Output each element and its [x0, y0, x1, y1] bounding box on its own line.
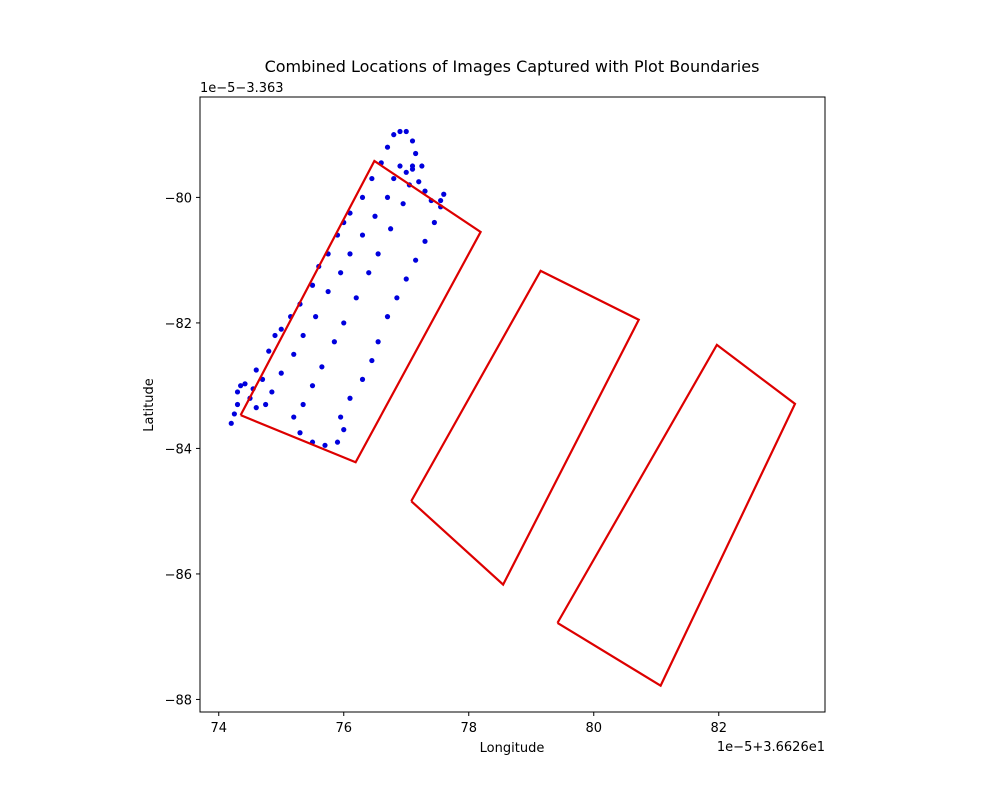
image-location-point	[234, 401, 241, 408]
image-location-point	[384, 194, 391, 201]
plot-boundary-2	[410, 269, 641, 587]
image-location-point	[297, 430, 303, 436]
image-location-point	[397, 128, 403, 135]
image-location-point	[300, 332, 306, 339]
image-location-point	[347, 251, 353, 257]
image-location-point	[253, 405, 259, 411]
image-location-point	[238, 383, 244, 389]
image-location-point	[331, 339, 337, 345]
image-location-point	[366, 270, 372, 276]
image-location-point	[419, 163, 425, 169]
image-location-point	[413, 257, 419, 263]
image-location-point	[313, 314, 319, 320]
image-location-point	[438, 197, 444, 204]
image-location-point	[338, 414, 344, 420]
y-tick-label: −82	[165, 317, 192, 332]
image-location-point	[347, 395, 353, 401]
image-location-point	[231, 411, 237, 417]
image-location-point	[369, 357, 375, 364]
image-location-point	[384, 144, 391, 150]
image-location-point	[291, 351, 297, 357]
image-location-point	[372, 213, 378, 219]
image-location-point	[403, 128, 409, 135]
image-location-point	[341, 427, 347, 433]
image-location-point	[359, 194, 366, 201]
x-tick-label: 76	[335, 721, 352, 736]
image-location-point	[266, 348, 272, 354]
image-location-point	[431, 219, 437, 226]
image-location-point	[391, 175, 397, 182]
x-tick-label: 74	[210, 721, 227, 736]
y-tick-label: −88	[165, 693, 192, 708]
image-location-point	[375, 251, 381, 257]
image-location-point	[369, 175, 375, 182]
image-location-point	[353, 295, 359, 301]
y-axis-label: Latitude	[142, 378, 157, 432]
y-tick-label: −80	[165, 191, 192, 206]
image-location-point	[403, 169, 409, 175]
image-location-point	[441, 191, 447, 197]
image-location-point	[278, 370, 284, 376]
chart-title: Combined Locations of Images Captured wi…	[265, 57, 760, 76]
image-location-point	[269, 389, 275, 395]
image-location-point	[422, 188, 428, 194]
image-location-point	[413, 150, 419, 157]
image-location-point	[325, 288, 331, 295]
image-location-point	[359, 232, 366, 238]
y-tick-label: −84	[165, 442, 192, 457]
image-location-point	[242, 381, 248, 387]
image-location-point	[397, 163, 403, 169]
image-location-point	[228, 420, 234, 426]
image-location-point	[253, 367, 259, 373]
image-location-point	[322, 442, 328, 448]
image-location-point	[388, 226, 394, 232]
image-location-point	[338, 270, 344, 276]
image-location-point	[409, 138, 416, 144]
plot-boundary-3	[556, 343, 797, 688]
image-location-point	[384, 314, 391, 320]
x-tick-label: 78	[460, 721, 477, 736]
image-location-point	[278, 326, 284, 332]
x-offset-label: 1e−5+3.6626e1	[717, 740, 825, 755]
axis-ticks: 74 76 78 80 82 −80 −82 −84 −86 −88	[165, 191, 727, 736]
image-location-point	[334, 439, 341, 445]
image-location-point	[300, 401, 306, 408]
plot-frame	[199, 96, 826, 713]
x-axis-label: Longitude	[480, 741, 545, 756]
image-location-point	[263, 401, 269, 408]
x-tick-label: 82	[710, 721, 727, 736]
image-location-point	[309, 282, 316, 288]
x-tick-label: 80	[585, 721, 602, 736]
image-location-point	[400, 201, 406, 207]
image-location-point	[234, 389, 241, 395]
image-location-point	[291, 414, 297, 420]
image-location-point	[416, 179, 422, 185]
image-location-point	[341, 320, 347, 326]
plot-boundary-1	[239, 159, 483, 464]
image-location-point	[409, 166, 416, 172]
image-location-point	[391, 132, 397, 138]
image-location-point	[375, 339, 381, 345]
y-offset-label: 1e−5−3.363	[200, 81, 284, 96]
image-location-point	[309, 383, 316, 389]
y-tick-label: −86	[165, 568, 192, 583]
plot-marks	[228, 128, 797, 688]
image-location-point	[422, 238, 428, 244]
image-location-point	[319, 364, 325, 370]
image-location-point	[394, 295, 400, 301]
image-location-point	[272, 332, 278, 339]
image-location-point	[359, 376, 366, 382]
image-location-point	[403, 276, 409, 282]
